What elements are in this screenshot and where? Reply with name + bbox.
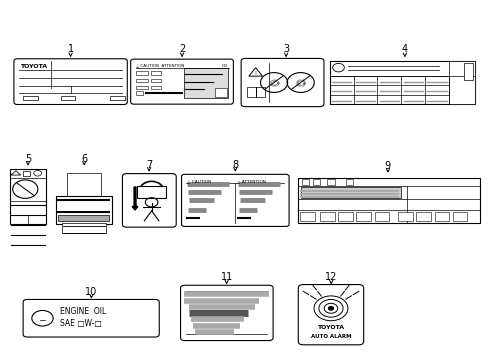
- FancyBboxPatch shape: [14, 59, 127, 104]
- FancyBboxPatch shape: [122, 174, 176, 227]
- Bar: [23, 96, 38, 100]
- Bar: [416, 212, 431, 221]
- Bar: [330, 61, 475, 104]
- Bar: [435, 212, 449, 221]
- Bar: [136, 71, 148, 75]
- Text: △ CAUTION: △ CAUTION: [187, 179, 211, 183]
- Bar: [320, 212, 335, 221]
- Bar: [136, 91, 143, 95]
- Bar: [136, 86, 148, 90]
- Text: 10: 10: [85, 287, 98, 297]
- Text: ENGINE  OIL: ENGINE OIL: [60, 306, 106, 315]
- Bar: [215, 88, 227, 97]
- FancyBboxPatch shape: [181, 174, 289, 226]
- Bar: [338, 212, 353, 221]
- FancyBboxPatch shape: [131, 59, 233, 104]
- Bar: [184, 68, 228, 99]
- Bar: [110, 96, 125, 100]
- Text: TOYOTA: TOYOTA: [20, 64, 47, 69]
- Text: 9: 9: [385, 161, 391, 171]
- Bar: [453, 212, 467, 221]
- Bar: [298, 178, 480, 222]
- Bar: [256, 87, 265, 98]
- Circle shape: [329, 306, 333, 310]
- Bar: [67, 173, 100, 196]
- FancyArrow shape: [132, 187, 138, 210]
- Bar: [301, 187, 401, 198]
- Text: 8: 8: [232, 160, 238, 170]
- Bar: [61, 96, 75, 100]
- Bar: [247, 87, 256, 98]
- Bar: [302, 179, 309, 185]
- Bar: [345, 179, 353, 185]
- Bar: [356, 212, 371, 221]
- Bar: [10, 169, 47, 224]
- Bar: [398, 212, 413, 221]
- Bar: [449, 61, 475, 104]
- Text: TOYOTA: TOYOTA: [318, 325, 344, 330]
- Text: 11: 11: [220, 273, 233, 283]
- Text: 6: 6: [81, 154, 87, 164]
- Bar: [151, 71, 161, 75]
- Bar: [151, 78, 161, 82]
- Bar: [137, 186, 166, 198]
- Text: !: !: [255, 71, 257, 76]
- Text: SAE □W-□: SAE □W-□: [60, 319, 102, 328]
- Text: 5: 5: [25, 154, 31, 164]
- FancyBboxPatch shape: [241, 58, 324, 107]
- Text: AUTO ALARM: AUTO ALARM: [311, 334, 351, 339]
- Text: 4: 4: [402, 44, 408, 54]
- Bar: [151, 86, 161, 90]
- Text: △ CAUTION  ATTENTION: △ CAUTION ATTENTION: [136, 64, 184, 68]
- Bar: [300, 212, 315, 221]
- Text: 1: 1: [68, 44, 74, 54]
- Bar: [56, 196, 112, 224]
- Bar: [313, 179, 320, 185]
- Text: 12: 12: [325, 273, 338, 283]
- Text: △ ATTENTION: △ ATTENTION: [237, 179, 267, 183]
- Bar: [136, 78, 148, 82]
- Bar: [465, 63, 473, 80]
- Bar: [23, 171, 30, 176]
- Text: 3: 3: [283, 44, 289, 54]
- Bar: [374, 212, 389, 221]
- FancyBboxPatch shape: [23, 300, 159, 337]
- FancyBboxPatch shape: [181, 285, 273, 341]
- Text: 7: 7: [146, 160, 152, 170]
- FancyBboxPatch shape: [298, 284, 364, 345]
- Text: 2: 2: [179, 44, 185, 54]
- Bar: [62, 223, 106, 233]
- Bar: [327, 179, 335, 185]
- Text: OO: OO: [222, 64, 228, 68]
- Bar: [58, 215, 109, 221]
